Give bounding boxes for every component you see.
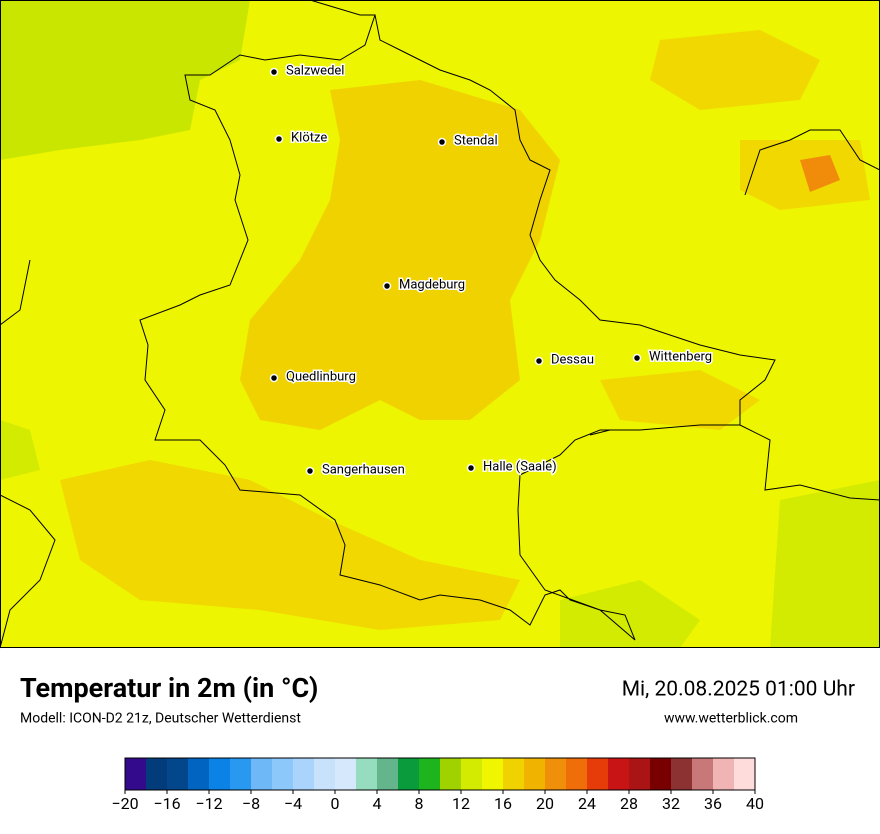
colorbar-swatch — [629, 758, 651, 790]
colorbar-swatch — [377, 758, 399, 790]
city-dot — [437, 137, 447, 147]
city-dot — [632, 353, 642, 363]
city-label: Salzwedel — [286, 63, 344, 78]
colorbar-swatch — [566, 758, 588, 790]
colorbar-tick-label: −16 — [153, 794, 180, 813]
title: Temperatur in 2m (in °C) — [20, 672, 318, 704]
colorbar-tick-label: −20 — [111, 794, 138, 813]
city-label: Halle (Saale) — [483, 459, 557, 474]
city-label: Sangerhausen — [322, 462, 405, 477]
temperature-area — [800, 155, 840, 192]
colorbar-tick-label: 4 — [373, 794, 382, 813]
city-label: Magdeburg — [399, 277, 465, 292]
colorbar-swatch — [146, 758, 168, 790]
colorbar-tick-label: 36 — [704, 794, 722, 813]
colorbar-tick-label: 28 — [620, 794, 638, 813]
colorbar-swatch — [293, 758, 315, 790]
city-label: Dessau — [551, 352, 594, 367]
city-dot — [269, 67, 279, 77]
colorbar-swatch — [335, 758, 357, 790]
cities: Salzwedel Klötze Stendal Magdeburg Dessau Wit… — [269, 62, 714, 479]
city-dot — [466, 463, 476, 473]
colorbar-swatch — [734, 758, 756, 790]
colorbar-swatch — [440, 758, 462, 790]
colorbar-swatch — [356, 758, 378, 790]
colorbar-swatch — [272, 758, 294, 790]
website: www.wetterblick.com — [664, 711, 798, 727]
colorbar-tick-label: 20 — [536, 794, 554, 813]
colorbar-tick-label: 16 — [494, 794, 512, 813]
colorbar-swatch — [650, 758, 672, 790]
colorbar-tick-label: −4 — [284, 794, 302, 813]
colorbar-swatch — [545, 758, 567, 790]
colorbar-swatch — [188, 758, 210, 790]
temperature-area — [60, 30, 870, 630]
colorbar-tick-label: 24 — [578, 794, 596, 813]
colorbar-swatch — [503, 758, 525, 790]
colorbar-swatch — [671, 758, 693, 790]
city-dot — [269, 373, 279, 383]
temperature-area — [0, 420, 880, 648]
colorbar-swatch — [167, 758, 189, 790]
border — [139, 0, 880, 641]
colorbar-tick-label: 12 — [452, 794, 470, 813]
colorbar-swatch — [608, 758, 630, 790]
colorbar-swatch — [230, 758, 252, 790]
city-dot — [382, 281, 392, 291]
city-label: Quedlinburg — [286, 369, 356, 384]
colorbar: −20 −16 −12 −8 −4 0 4 8 12 16 20 24 28 32 36 40 — [111, 757, 764, 813]
temperature-area — [240, 80, 560, 430]
colorbar-tick-label: −12 — [195, 794, 222, 813]
colorbar-tick-label: 32 — [662, 794, 680, 813]
colorbar-swatch — [524, 758, 546, 790]
colorbar-swatch — [419, 758, 441, 790]
colorbar-tick-label: 40 — [746, 794, 764, 813]
colorbar-swatch — [713, 758, 735, 790]
map — [0, 0, 880, 649]
temperature-area — [0, 0, 250, 160]
city-dot — [534, 356, 544, 366]
colorbar-swatch — [314, 758, 336, 790]
colorbar-tick-label: −8 — [242, 794, 260, 813]
colorbar-swatch — [251, 758, 273, 790]
colorbar-swatch — [461, 758, 483, 790]
colorbar-swatch — [398, 758, 420, 790]
subtitle: Modell: ICON-D2 21z, Deutscher Wetterdie… — [20, 711, 301, 727]
border — [0, 129, 880, 649]
colorbar-swatch — [692, 758, 714, 790]
colorbar-frame — [124, 757, 756, 791]
colorbar-swatch — [125, 758, 147, 790]
colorbar-swatch — [482, 758, 504, 790]
city-dot — [305, 466, 315, 476]
datetime: Mi, 20.08.2025 01:00 Uhr — [622, 678, 855, 702]
city-label: Stendal — [454, 133, 498, 148]
colorbar-tick-label: 0 — [331, 794, 340, 813]
colorbar-swatch — [587, 758, 609, 790]
colorbar-swatch — [209, 758, 231, 790]
city-dot — [274, 134, 284, 144]
city-label: Klötze — [291, 130, 327, 145]
city-label: Wittenberg — [649, 349, 712, 364]
colorbar-tick-label: 8 — [415, 794, 424, 813]
